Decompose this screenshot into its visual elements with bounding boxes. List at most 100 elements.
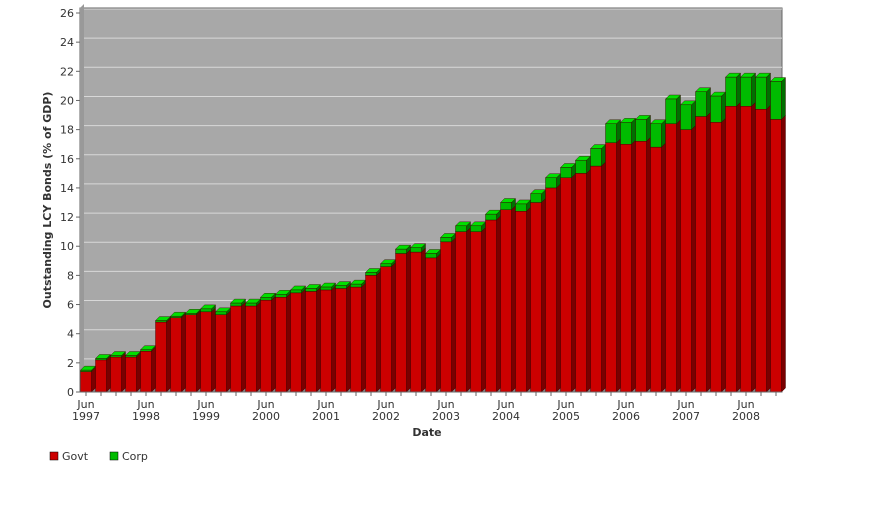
bar xyxy=(575,160,587,174)
bar xyxy=(590,148,602,167)
bar xyxy=(500,202,512,210)
bar-side xyxy=(121,352,126,393)
bar-side xyxy=(181,313,186,393)
bar xyxy=(170,316,182,318)
bar-side xyxy=(301,288,306,393)
bar xyxy=(650,146,662,393)
bar xyxy=(380,263,392,267)
bar-side xyxy=(211,307,216,393)
bar-side xyxy=(466,227,471,393)
bar xyxy=(695,116,707,393)
bar xyxy=(275,294,287,298)
bar-side xyxy=(646,136,651,393)
bar xyxy=(605,142,617,393)
bar xyxy=(740,76,752,107)
x-tick-label: Jun 1997 xyxy=(72,398,100,423)
bar xyxy=(770,119,782,393)
bar xyxy=(185,314,197,393)
bar-side xyxy=(661,119,666,148)
bar xyxy=(455,225,467,232)
bar xyxy=(395,248,407,254)
bar xyxy=(755,76,767,110)
bar xyxy=(515,203,527,212)
y-tick-label: 18 xyxy=(60,124,74,137)
bar xyxy=(665,98,677,124)
legend-swatch xyxy=(49,451,59,461)
bar-side xyxy=(751,101,756,393)
bar xyxy=(95,358,107,361)
x-tick-label: Jun 2003 xyxy=(432,398,460,423)
bar xyxy=(485,213,497,221)
x-tick-label: Jun 1998 xyxy=(132,398,160,423)
bar xyxy=(110,356,122,393)
bar-side xyxy=(556,183,561,393)
bar-side xyxy=(646,114,651,142)
bar xyxy=(545,187,557,393)
bar xyxy=(725,76,737,107)
bar-side xyxy=(781,77,786,120)
bar-side xyxy=(721,91,726,123)
bar xyxy=(725,106,737,393)
x-tick-label: Jun 2004 xyxy=(492,398,520,423)
bar-side xyxy=(541,198,546,393)
bar xyxy=(365,272,377,276)
bar-side xyxy=(781,114,786,393)
bar xyxy=(95,359,107,393)
bar xyxy=(155,320,167,323)
bar-side xyxy=(256,301,261,393)
bar-side xyxy=(241,301,246,393)
bar xyxy=(440,237,452,243)
bar-side xyxy=(721,117,726,393)
bar xyxy=(275,297,287,393)
bar-side xyxy=(166,317,171,393)
x-tick-label: Jun 2001 xyxy=(312,398,340,423)
bar-side xyxy=(706,87,711,117)
y-tick-label: 12 xyxy=(60,211,74,224)
bar-side xyxy=(571,173,576,393)
bar xyxy=(500,209,512,393)
bar xyxy=(260,299,272,393)
bar xyxy=(155,321,167,393)
bar-side xyxy=(151,346,156,393)
x-tick-label: Jun 2002 xyxy=(372,398,400,423)
x-tick-label: Jun 2008 xyxy=(732,398,760,423)
bar-side xyxy=(421,247,426,393)
y-tick-label: 14 xyxy=(60,182,74,195)
y-tick-label: 2 xyxy=(67,357,74,370)
bar xyxy=(80,369,92,372)
bar-side xyxy=(436,253,441,393)
bar-side xyxy=(391,262,396,393)
bar xyxy=(470,231,482,393)
bar xyxy=(590,165,602,393)
bar-side xyxy=(766,104,771,393)
bar xyxy=(200,308,212,313)
bar xyxy=(635,119,647,142)
bar xyxy=(380,266,392,393)
x-tick-label: Jun 2005 xyxy=(552,398,580,423)
bar xyxy=(335,288,347,393)
legend-label: Corp xyxy=(122,450,148,463)
bar xyxy=(350,286,362,393)
bar xyxy=(290,289,302,294)
y-tick-label: 24 xyxy=(60,36,74,49)
bar-side xyxy=(736,101,741,393)
bar xyxy=(320,286,332,291)
bar-side xyxy=(616,138,621,393)
bar-side xyxy=(691,100,696,131)
bar xyxy=(110,355,122,358)
bar-side xyxy=(676,119,681,393)
bar xyxy=(575,173,587,393)
bar xyxy=(560,177,572,393)
bar-side xyxy=(676,94,681,125)
bar-side xyxy=(766,72,771,110)
y-tick-label: 4 xyxy=(67,328,74,341)
bar xyxy=(740,106,752,393)
bar xyxy=(200,311,212,393)
bar xyxy=(680,129,692,393)
y-tick-label: 8 xyxy=(67,269,74,282)
bar xyxy=(695,91,707,117)
bar-side xyxy=(271,295,276,393)
bar xyxy=(230,305,242,393)
bar-side xyxy=(511,205,516,393)
x-tick-label: Jun 1999 xyxy=(192,398,220,423)
